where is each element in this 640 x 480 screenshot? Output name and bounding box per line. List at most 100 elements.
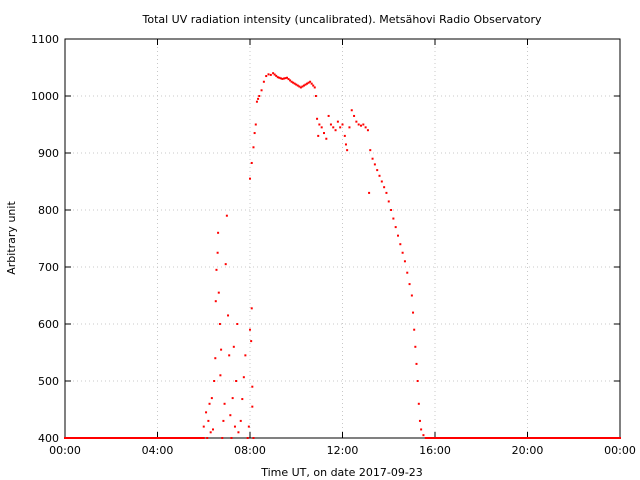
data-point: [196, 437, 199, 439]
data-point: [151, 437, 154, 439]
data-point: [247, 425, 250, 428]
data-point: [213, 380, 216, 382]
data-point: [232, 345, 235, 348]
data-point: [369, 149, 372, 152]
data-point: [236, 323, 239, 325]
data-point: [483, 437, 486, 439]
y-tick-label: 1000: [31, 90, 59, 103]
data-point: [524, 437, 527, 439]
data-point: [222, 419, 225, 422]
data-point: [390, 209, 393, 211]
data-point: [504, 437, 507, 439]
data-point: [250, 307, 253, 310]
data-point: [169, 437, 172, 439]
data-point: [174, 437, 177, 439]
data-point: [316, 117, 319, 120]
data-point: [68, 437, 71, 439]
data-point: [131, 437, 134, 439]
data-point: [79, 437, 82, 439]
data-point: [202, 437, 205, 439]
data-point: [602, 437, 605, 439]
data-point: [217, 231, 220, 234]
data-point: [417, 402, 420, 405]
data-point: [573, 437, 576, 439]
data-point: [209, 431, 212, 434]
y-axis-label: Arbitrary unit: [5, 201, 18, 275]
x-tick-label: 00:00: [49, 444, 81, 457]
data-point: [189, 437, 192, 439]
data-point: [560, 437, 563, 439]
data-point: [503, 437, 506, 439]
data-point: [212, 428, 214, 431]
data-point: [575, 437, 578, 439]
data-point: [229, 414, 232, 417]
data-point: [410, 294, 413, 297]
data-point: [214, 300, 217, 303]
data-point: [175, 437, 178, 439]
data-point: [500, 437, 503, 439]
data-point: [611, 437, 614, 439]
data-point: [362, 123, 365, 126]
data-point: [597, 437, 600, 439]
data-point: [208, 402, 211, 405]
x-tick-label: 20:00: [512, 444, 544, 457]
data-point: [323, 132, 325, 135]
data-point: [452, 437, 455, 439]
data-point: [109, 437, 112, 439]
data-point: [252, 146, 255, 149]
data-point: [88, 437, 91, 439]
data-point: [593, 437, 596, 439]
plot-frame: [64, 38, 621, 439]
data-point: [546, 437, 549, 439]
y-axis: 400 500 600 700 800 900 1000 1100: [31, 33, 620, 445]
data-point: [282, 77, 285, 80]
data-point: [186, 437, 189, 439]
data-point: [608, 437, 611, 439]
data-point: [190, 437, 193, 439]
data-point: [489, 437, 492, 439]
data-point: [455, 437, 458, 439]
data-point: [566, 437, 569, 439]
data-point: [412, 311, 415, 314]
data-point: [485, 437, 488, 439]
data-point: [579, 437, 582, 439]
data-point: [284, 77, 287, 80]
data-point: [614, 437, 617, 439]
chart-title: Total UV radiation intensity (uncalibrat…: [142, 13, 542, 26]
data-point: [471, 437, 474, 439]
data-point: [438, 437, 441, 439]
data-point: [77, 437, 80, 439]
data-point: [124, 437, 127, 439]
data-point: [474, 437, 477, 439]
data-point: [449, 437, 452, 439]
data-point: [447, 437, 450, 439]
data-point: [429, 437, 432, 439]
data-point: [146, 437, 149, 439]
data-point: [313, 86, 316, 89]
data-point: [145, 437, 148, 439]
data-point: [329, 123, 332, 126]
data-point: [348, 126, 351, 129]
data-point: [437, 437, 440, 439]
data-point: [110, 437, 113, 439]
data-point: [458, 437, 461, 439]
data-point: [293, 82, 296, 85]
data-point: [97, 437, 100, 439]
data-point: [476, 437, 479, 439]
data-point: [528, 437, 531, 439]
data-point: [491, 437, 494, 439]
data-point: [414, 345, 417, 348]
data-point: [74, 437, 77, 439]
x-tick-label: 08:00: [234, 444, 266, 457]
data-point: [357, 123, 360, 126]
data-point: [539, 437, 542, 439]
data-point: [255, 100, 258, 103]
y-tick-label: 400: [38, 432, 59, 445]
data-point: [434, 437, 436, 439]
data-point: [225, 214, 228, 217]
data-point: [299, 86, 302, 89]
data-point: [166, 437, 169, 439]
data-point: [139, 437, 142, 439]
data-point: [249, 177, 251, 180]
data-point: [215, 268, 218, 271]
